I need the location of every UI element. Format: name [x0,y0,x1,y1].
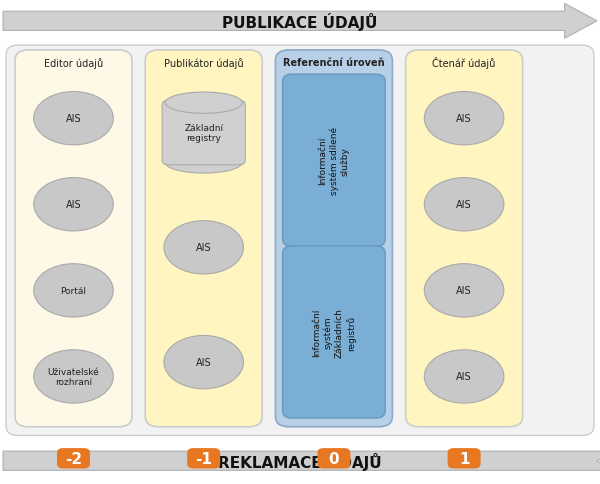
Text: Informační
systém sdílené
služby: Informační systém sdílené služby [318,127,350,195]
FancyBboxPatch shape [162,101,245,166]
Ellipse shape [424,264,504,318]
FancyBboxPatch shape [283,75,385,247]
Ellipse shape [164,336,244,389]
Ellipse shape [34,92,113,146]
Text: Publikátor údajů: Publikátor údajů [164,58,244,68]
Text: Informační
systém
Základních
registrů: Informační systém Základních registrů [312,307,356,357]
Text: AIS: AIS [196,357,212,367]
Text: AIS: AIS [456,114,472,124]
Ellipse shape [164,221,244,274]
Text: 1: 1 [459,451,469,466]
Text: Základní
registry: Základní registry [184,123,223,143]
Text: AIS: AIS [65,200,82,210]
Ellipse shape [424,350,504,403]
FancyBboxPatch shape [448,448,481,469]
Text: AIS: AIS [65,114,82,124]
Text: Uživatelské
rozhraní: Uživatelské rozhraní [47,367,100,386]
Polygon shape [3,443,600,478]
Text: 0: 0 [329,451,339,466]
FancyBboxPatch shape [283,246,385,418]
FancyBboxPatch shape [406,51,523,427]
Ellipse shape [34,264,113,318]
FancyBboxPatch shape [187,448,220,469]
Ellipse shape [424,178,504,231]
Text: Referenční úroveň: Referenční úroveň [283,58,385,68]
Text: -2: -2 [65,451,82,466]
Ellipse shape [165,93,242,114]
Text: Čtenář údajů: Čtenář údajů [433,57,496,69]
FancyBboxPatch shape [275,51,392,427]
Ellipse shape [34,350,113,403]
Ellipse shape [424,92,504,146]
Text: AIS: AIS [456,286,472,296]
Text: PUBLIKACE ÚDAJŮ: PUBLIKACE ÚDAJŮ [223,13,377,31]
FancyBboxPatch shape [6,46,594,436]
Text: REKLAMACE ÚDAJŮ: REKLAMACE ÚDAJŮ [218,452,382,470]
Text: AIS: AIS [196,243,212,253]
Text: AIS: AIS [456,200,472,210]
FancyBboxPatch shape [317,448,350,469]
Text: AIS: AIS [456,372,472,382]
Text: Editor údajů: Editor údajů [44,58,103,68]
Text: -1: -1 [195,451,212,466]
FancyBboxPatch shape [145,51,262,427]
Ellipse shape [165,152,242,174]
Ellipse shape [34,178,113,231]
FancyBboxPatch shape [57,448,90,469]
Text: Portál: Portál [61,286,86,295]
Polygon shape [3,4,597,39]
FancyBboxPatch shape [15,51,132,427]
